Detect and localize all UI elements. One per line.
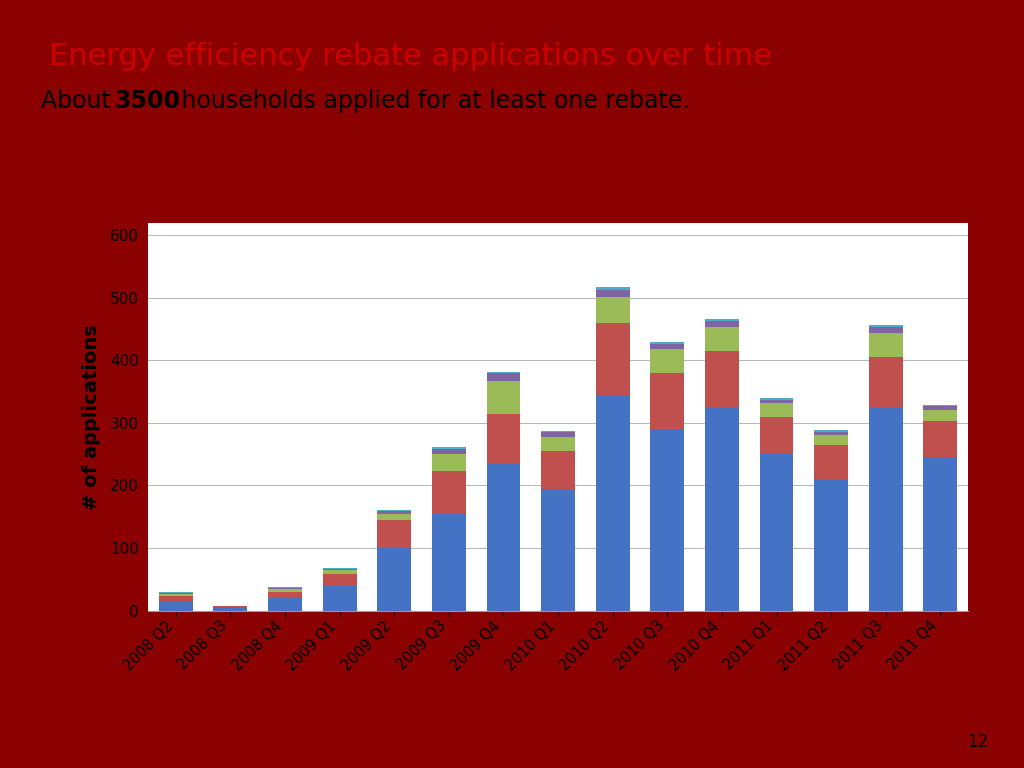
Bar <box>377 520 412 548</box>
Bar <box>868 327 903 333</box>
Bar <box>323 570 356 574</box>
Text: About: About <box>41 89 119 114</box>
Text: households applied for at least one rebate.: households applied for at least one reba… <box>174 89 690 114</box>
Bar <box>159 594 193 596</box>
Bar <box>760 416 794 454</box>
Bar <box>814 445 848 479</box>
Bar <box>924 406 957 410</box>
Bar <box>268 589 302 592</box>
Bar <box>924 410 957 421</box>
Bar <box>432 471 466 514</box>
Bar <box>924 421 957 457</box>
Bar <box>159 593 193 594</box>
Bar <box>814 432 848 435</box>
Bar <box>596 287 630 290</box>
Bar <box>868 407 903 611</box>
Bar <box>814 435 848 445</box>
Bar <box>377 548 412 611</box>
Bar <box>705 407 739 611</box>
Text: 12: 12 <box>967 733 988 751</box>
Text: Energy efficiency rebate applications over time: Energy efficiency rebate applications ov… <box>49 42 772 71</box>
Bar <box>268 598 302 611</box>
Y-axis label: # of applications: # of applications <box>82 324 101 509</box>
Bar <box>213 606 248 607</box>
Bar <box>432 447 466 449</box>
Bar <box>650 429 684 611</box>
Bar <box>486 372 520 373</box>
Bar <box>486 464 520 611</box>
Bar <box>868 333 903 357</box>
Bar <box>432 454 466 471</box>
Bar <box>596 296 630 323</box>
Bar <box>705 327 739 351</box>
Bar <box>541 431 575 432</box>
Bar <box>159 601 193 611</box>
Bar <box>596 290 630 296</box>
Bar <box>814 430 848 432</box>
Bar <box>705 351 739 407</box>
Bar <box>760 400 794 403</box>
Bar <box>432 449 466 454</box>
Bar <box>323 585 356 611</box>
Bar <box>213 607 248 611</box>
Bar <box>924 405 957 406</box>
Bar <box>486 373 520 381</box>
Bar <box>650 349 684 372</box>
Text: 3500: 3500 <box>115 89 181 114</box>
Bar <box>650 344 684 349</box>
Bar <box>760 403 794 416</box>
Bar <box>760 454 794 611</box>
Bar <box>486 381 520 413</box>
Bar <box>432 514 466 611</box>
Bar <box>268 588 302 589</box>
Bar <box>596 395 630 611</box>
Bar <box>323 568 356 570</box>
Bar <box>159 596 193 601</box>
Bar <box>541 488 575 611</box>
Bar <box>868 357 903 407</box>
Bar <box>323 574 356 585</box>
Bar <box>924 457 957 611</box>
Bar <box>486 413 520 464</box>
Bar <box>541 451 575 488</box>
Bar <box>377 514 412 520</box>
Bar <box>541 437 575 451</box>
Bar <box>705 319 739 321</box>
Bar <box>377 510 412 511</box>
Bar <box>268 592 302 598</box>
Bar <box>760 399 794 400</box>
Bar <box>868 326 903 327</box>
Bar <box>814 479 848 611</box>
Bar <box>596 323 630 395</box>
Bar <box>705 321 739 327</box>
Bar <box>650 343 684 344</box>
Bar <box>650 372 684 429</box>
Bar <box>377 511 412 514</box>
Bar <box>541 432 575 437</box>
